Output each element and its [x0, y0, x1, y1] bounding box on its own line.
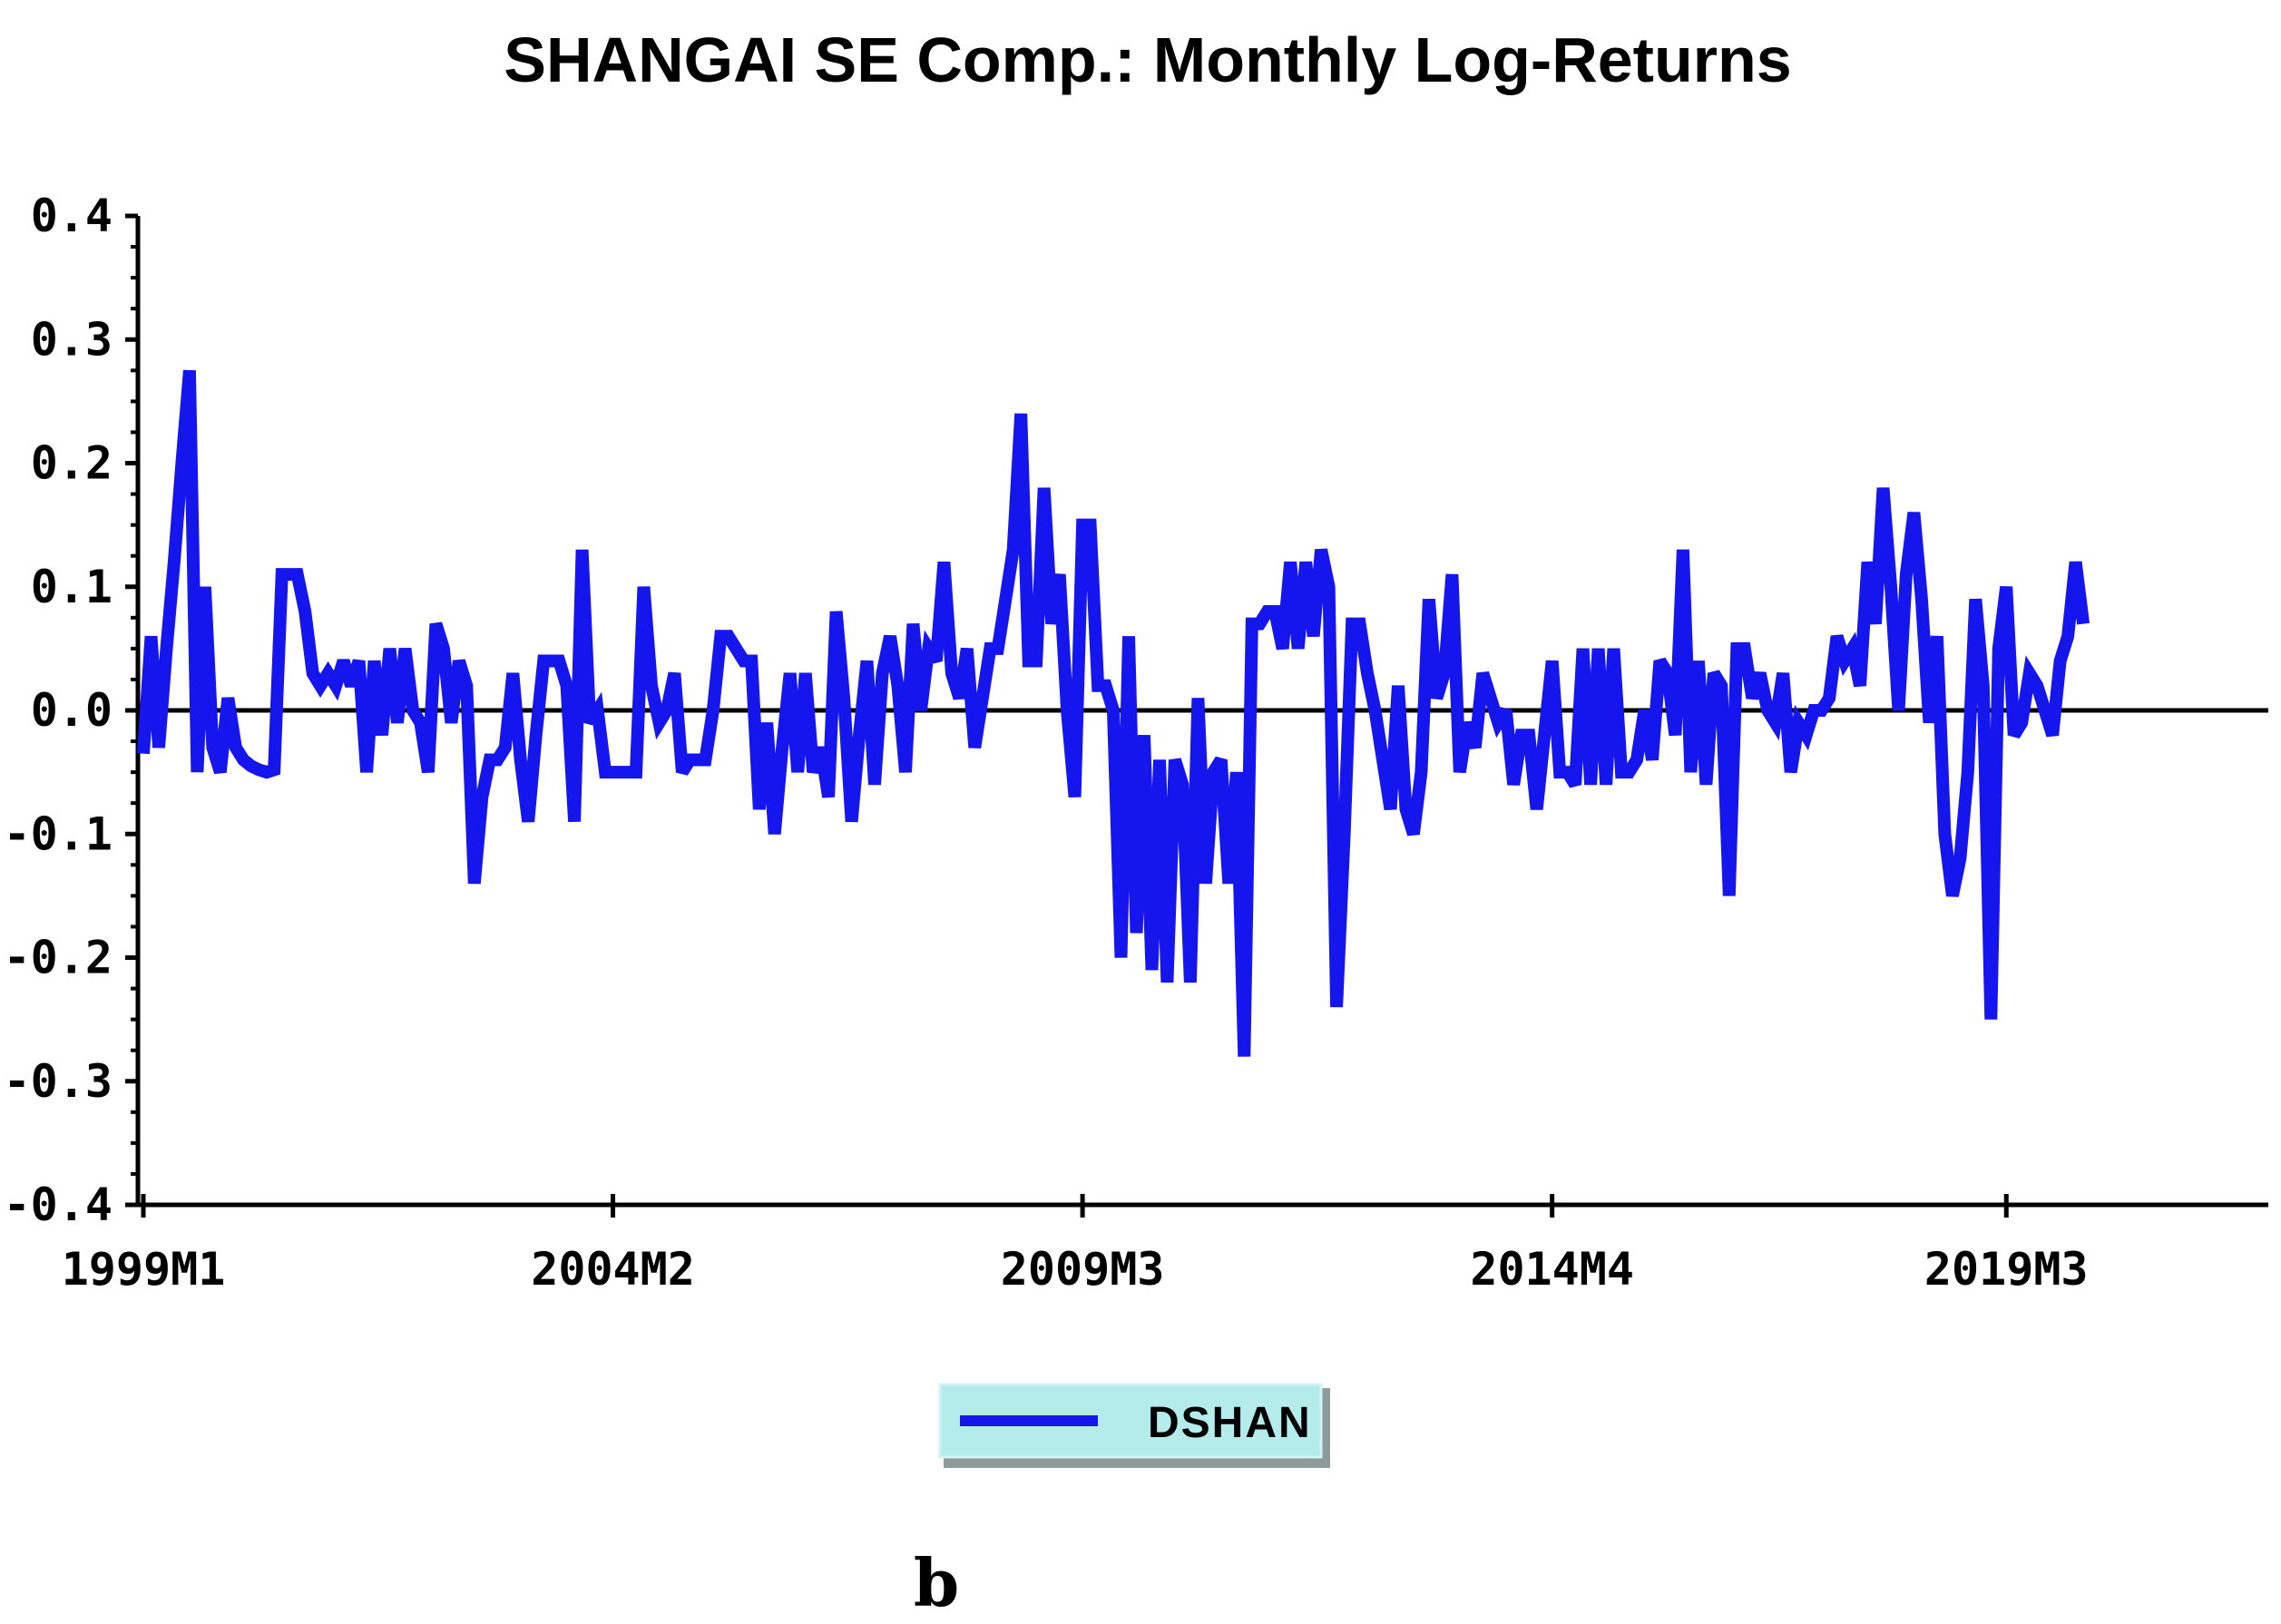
y-tick-label: -0.4 [4, 1179, 113, 1231]
y-tick-label: 0.1 [31, 561, 113, 613]
plot-area: 0.4 0.3 0.2 0.1 0.0 -0.1 -0.2 -0.3 -0.4 1999M1 200… [4, 190, 2268, 1296]
legend: DSHAN [938, 1383, 1330, 1468]
x-tick-label: 2004M2 [531, 1243, 695, 1296]
chart-title: SHANGAI SE Comp.: Monthly Log-Returns [504, 24, 1791, 95]
legend-label-dshan: DSHAN [1148, 1399, 1312, 1447]
x-tick-label: 2014M4 [1470, 1243, 1634, 1296]
y-tick-label: -0.3 [4, 1055, 113, 1108]
y-tick-label: 0.0 [31, 684, 113, 737]
x-tick-label: 2009M3 [1001, 1243, 1165, 1296]
y-tick-label: -0.1 [4, 807, 113, 860]
y-tick-label: 0.2 [31, 437, 113, 490]
y-tick-label: -0.2 [4, 932, 113, 984]
series-line-dshan [137, 369, 2090, 1057]
x-tick-label: 1999M1 [62, 1243, 226, 1296]
y-tick-label: 0.3 [31, 313, 113, 366]
y-tick-label: 0.4 [31, 190, 113, 242]
x-tick-label: 2019M3 [1924, 1243, 2089, 1296]
panel-label: b [914, 1544, 959, 1621]
